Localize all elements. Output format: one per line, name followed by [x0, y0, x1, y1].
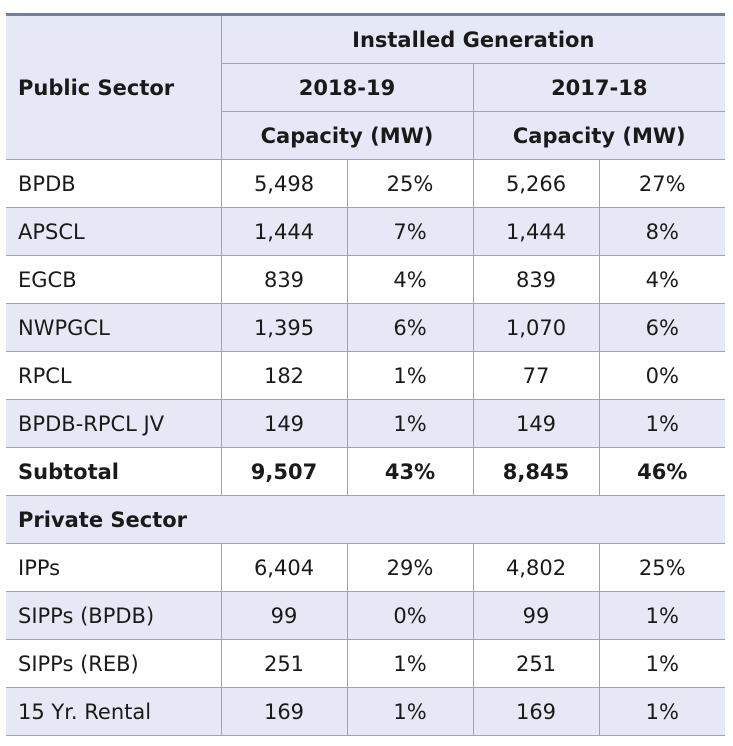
- year-2017-18-header: 2017-18: [472, 63, 726, 112]
- cell-pct-2017: 1%: [598, 399, 726, 448]
- cell-pct-2017: 1%: [598, 639, 726, 688]
- cell-pct-2017: 4%: [598, 255, 726, 304]
- table-row: SIPPs (BPDB) 99 0% 99 1%: [6, 591, 726, 640]
- cell-mw-2018: 5,498: [220, 159, 348, 208]
- table-row: APSCL 1,444 7% 1,444 8%: [6, 207, 726, 256]
- cell-mw-2017: 1,070: [472, 303, 600, 352]
- cell-pct-2018: 7%: [346, 207, 474, 256]
- cell-pct-2017: 1%: [598, 591, 726, 640]
- cell-pct-2017: 27%: [598, 159, 726, 208]
- subtotal-mw-2017: 8,845: [472, 447, 600, 496]
- cell-pct-2017: 8%: [598, 207, 726, 256]
- cell-mw-2018: 1,395: [220, 303, 348, 352]
- table-row: 15 Yr. Rental 169 1% 169 1%: [6, 687, 726, 736]
- private-sector-header: Private Sector: [6, 495, 726, 544]
- cell-pct-2018: 1%: [346, 639, 474, 688]
- cell-mw-2017: 4,802: [472, 543, 600, 592]
- subtotal-label: Subtotal: [6, 447, 222, 496]
- subtotal-row: Subtotal 9,507 43% 8,845 46%: [6, 447, 726, 496]
- row-label: RPCL: [6, 351, 222, 400]
- cell-mw-2018: 99: [220, 591, 348, 640]
- cell-pct-2018: 0%: [346, 591, 474, 640]
- row-label: EGCB: [6, 255, 222, 304]
- cell-mw-2017: 99: [472, 591, 600, 640]
- cell-mw-2017: 1,444: [472, 207, 600, 256]
- cell-pct-2017: 0%: [598, 351, 726, 400]
- cell-pct-2017: 1%: [598, 687, 726, 736]
- cell-pct-2017: 6%: [598, 303, 726, 352]
- header-row-group: Public Sector Installed Generation: [6, 16, 726, 160]
- table-row: NWPGCL 1,395 6% 1,070 6%: [6, 303, 726, 352]
- cell-mw-2017: 5,266: [472, 159, 600, 208]
- header-row-capacity: Capacity (MW) Capacity (MW): [6, 111, 726, 160]
- row-label: APSCL: [6, 207, 222, 256]
- cell-pct-2018: 4%: [346, 255, 474, 304]
- table-row: RPCL 182 1% 77 0%: [6, 351, 726, 400]
- table-row: BPDB-RPCL JV 149 1% 149 1%: [6, 399, 726, 448]
- cell-mw-2017: 251: [472, 639, 600, 688]
- cell-pct-2018: 1%: [346, 399, 474, 448]
- table-row: SIPPs (REB) 251 1% 251 1%: [6, 639, 726, 688]
- cell-mw-2017: 839: [472, 255, 600, 304]
- cell-mw-2017: 149: [472, 399, 600, 448]
- cell-pct-2018: 29%: [346, 543, 474, 592]
- cell-pct-2018: 6%: [346, 303, 474, 352]
- table-row: BPDB 5,498 25% 5,266 27%: [6, 159, 726, 208]
- public-sector-header: Public Sector: [6, 16, 222, 160]
- subtotal-mw-2018: 9,507: [220, 447, 348, 496]
- installed-generation-header: Installed Generation: [220, 16, 726, 64]
- row-label: BPDB-RPCL JV: [6, 399, 222, 448]
- row-label: NWPGCL: [6, 303, 222, 352]
- cell-pct-2018: 25%: [346, 159, 474, 208]
- cell-pct-2018: 1%: [346, 687, 474, 736]
- private-sector-row: Private Sector: [6, 495, 726, 544]
- cell-mw-2018: 251: [220, 639, 348, 688]
- capacity-header-a: Capacity (MW): [221, 111, 474, 160]
- capacity-header-b: Capacity (MW): [472, 111, 726, 160]
- cell-mw-2017: 169: [472, 687, 600, 736]
- cell-pct-2018: 1%: [346, 351, 474, 400]
- installed-generation-table: Public Sector Installed Generation 2018-…: [6, 16, 726, 736]
- row-label: SIPPs (BPDB): [6, 591, 222, 640]
- cell-mw-2018: 149: [220, 399, 348, 448]
- cell-mw-2018: 6,404: [220, 543, 348, 592]
- cell-mw-2018: 839: [220, 255, 348, 304]
- subtotal-pct-2018: 43%: [346, 447, 474, 496]
- cell-mw-2018: 1,444: [220, 207, 348, 256]
- row-label: BPDB: [6, 159, 222, 208]
- table-top-rule: [6, 13, 725, 16]
- year-2018-19-header: 2018-19: [221, 63, 474, 112]
- cell-mw-2018: 182: [220, 351, 348, 400]
- cell-mw-2017: 77: [472, 351, 600, 400]
- cell-mw-2018: 169: [220, 687, 348, 736]
- table-row: EGCB 839 4% 839 4%: [6, 255, 726, 304]
- table-row: IPPs 6,404 29% 4,802 25%: [6, 543, 726, 592]
- cell-pct-2017: 25%: [598, 543, 726, 592]
- row-label: 15 Yr. Rental: [6, 687, 222, 736]
- subtotal-pct-2017: 46%: [598, 447, 726, 496]
- row-label: IPPs: [6, 543, 222, 592]
- row-label: SIPPs (REB): [6, 639, 222, 688]
